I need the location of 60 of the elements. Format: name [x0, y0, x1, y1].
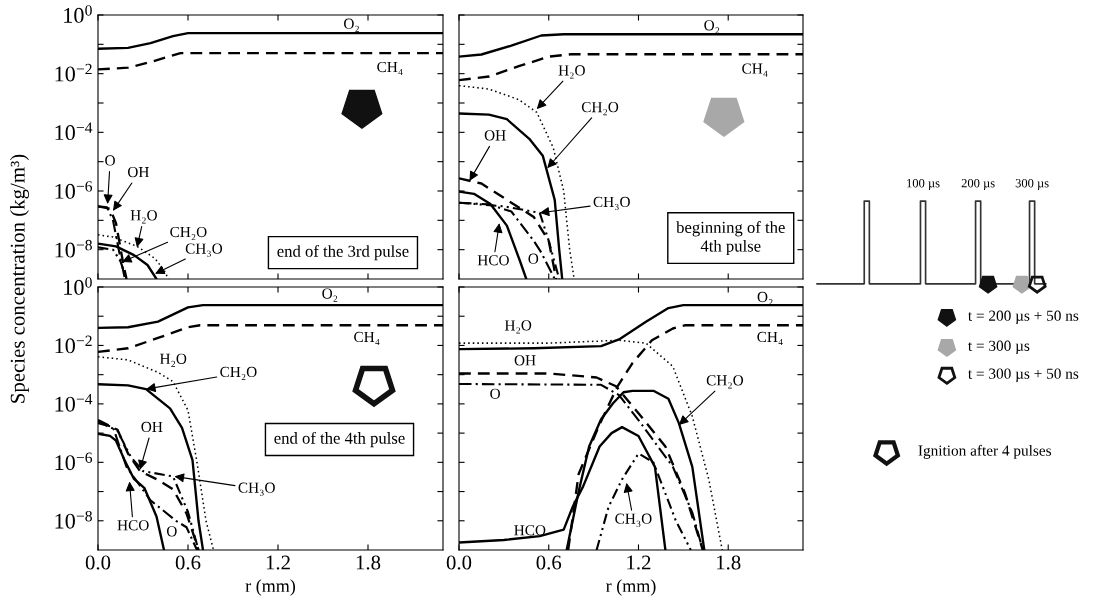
text: t = 200 µs + 50 ns — [968, 310, 1079, 324]
text: 200 µs — [961, 178, 995, 190]
annotation: OH — [484, 130, 506, 141]
annotation: O — [166, 526, 177, 537]
annotation: CH₃O — [238, 482, 275, 496]
annotation: H₂O — [159, 353, 187, 367]
annotation: O₂ — [322, 288, 338, 302]
x-axis-title: r (mm) — [606, 579, 656, 596]
annotation: CH₂O — [706, 375, 744, 389]
annotation: CH₂O — [581, 102, 619, 116]
y-tick-label: 10$^{−4}$ — [55, 122, 93, 141]
x-tick-label: 1.8 — [356, 555, 381, 570]
annotation: HCO — [477, 255, 509, 266]
annotation: end of the 4th pulse — [274, 431, 405, 448]
y-tick-label: 10$^{−2}$ — [55, 63, 92, 82]
annotation: CH₄ — [757, 331, 783, 346]
y-tick-label: 10$^{−8}$ — [55, 239, 92, 258]
x-axis-title: r (mm) — [245, 579, 296, 596]
y-tick-label: 10$^{−4}$ — [55, 394, 93, 412]
text: 300 µs — [1015, 178, 1049, 190]
annotation: HCO — [117, 520, 149, 531]
annotation: OH — [141, 421, 163, 433]
text: t = 300 µs — [968, 340, 1030, 355]
annotation: OH — [127, 166, 149, 178]
y-tick-label: 10$^{−6}$ — [55, 452, 93, 471]
text: 100 µs — [907, 178, 940, 190]
annotation: H₂O — [504, 320, 532, 334]
x-tick-label: 0.0 — [446, 555, 472, 570]
y-tick-label: 10$^{−6}$ — [55, 181, 93, 199]
x-tick-label: 1.8 — [717, 555, 741, 570]
annotation: end of the 3rd pulse — [277, 244, 409, 261]
annotation: CH₄ — [377, 61, 403, 76]
annotation: O — [528, 253, 539, 264]
annotation: CH₂O — [220, 366, 257, 381]
y-tick-label: 10$^{0}$ — [64, 5, 92, 23]
text: Ignition after 4 pulses — [918, 444, 1052, 459]
annotation: O₂ — [344, 18, 359, 32]
annotation: O — [105, 155, 115, 166]
y-tick-label: 10$^{−8}$ — [55, 510, 92, 529]
annotation: CH₃O — [593, 196, 630, 211]
annotation: H₂O — [558, 65, 585, 79]
x-tick-label: 0.6 — [175, 555, 201, 570]
annotation: HCO — [514, 525, 546, 536]
y-tick-label: 10$^{0}$ — [64, 277, 92, 295]
y-tick-label: 10$^{−2}$ — [55, 335, 92, 354]
y-axis-title: Species concentration (kg/m³) — [10, 154, 29, 403]
x-tick-label: 1.2 — [266, 555, 290, 570]
annotation: CH₃O — [615, 513, 652, 527]
x-tick-label: 0.6 — [536, 555, 562, 570]
text: t = 300 µs + 50 ns — [968, 368, 1079, 382]
annotation: CH₃O — [185, 243, 223, 257]
x-tick-label: 0.0 — [85, 555, 111, 570]
annotation: CH₄ — [354, 331, 380, 346]
annotation: CH₄ — [742, 63, 768, 77]
x-tick-label: 1.2 — [627, 555, 651, 570]
annotation: H₂O — [130, 210, 157, 224]
annotation: CH₂O — [170, 226, 207, 241]
annotation: O — [490, 388, 501, 399]
annotation: OH — [514, 355, 536, 366]
annotation: beginning of the 4th pulse — [676, 221, 785, 256]
